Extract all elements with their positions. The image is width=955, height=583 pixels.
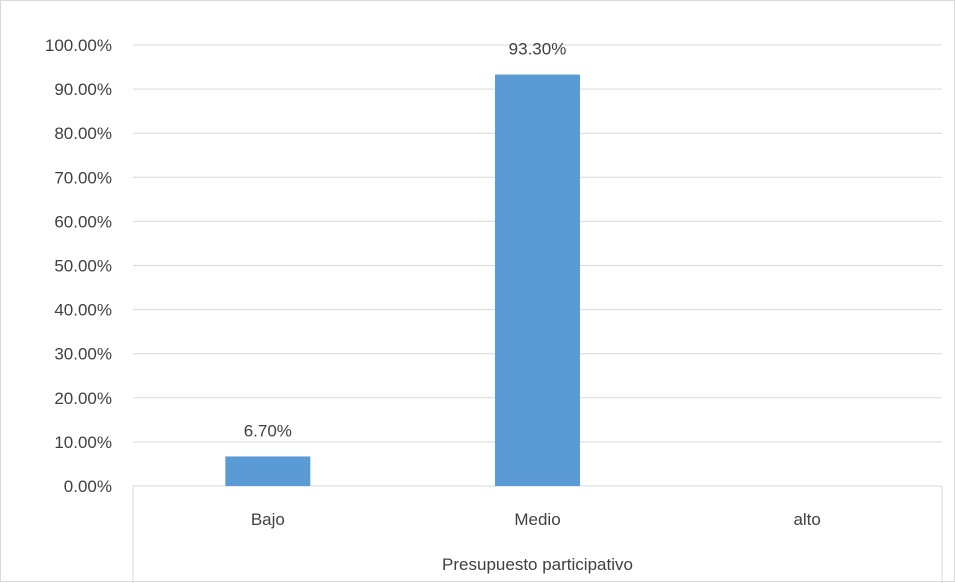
y-tick-label: 30.00%	[54, 345, 112, 364]
y-tick-label: 50.00%	[54, 257, 112, 276]
y-tick-label: 80.00%	[54, 124, 112, 143]
y-tick-label: 100.00%	[45, 36, 112, 55]
x-group-label: Presupuesto participativo	[442, 555, 633, 574]
x-category-label: alto	[793, 510, 820, 529]
y-tick-label: 20.00%	[54, 389, 112, 408]
y-tick-label: 90.00%	[54, 80, 112, 99]
y-tick-label: 0.00%	[64, 477, 112, 496]
y-tick-label: 60.00%	[54, 212, 112, 231]
data-label-bajo: 6.70%	[244, 421, 292, 440]
y-tick-label: 70.00%	[54, 168, 112, 187]
bar-medio	[495, 74, 580, 486]
y-tick-label: 40.00%	[54, 301, 112, 320]
bar-bajo	[225, 456, 311, 486]
x-category-label: Medio	[514, 510, 560, 529]
y-tick-label: 10.00%	[54, 433, 112, 452]
data-label-medio: 93.30%	[509, 40, 567, 59]
x-category-label: Bajo	[251, 510, 285, 529]
